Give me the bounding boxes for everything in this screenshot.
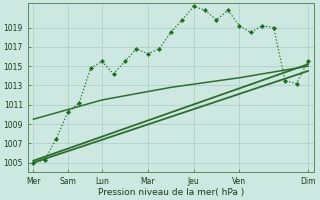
X-axis label: Pression niveau de la mer( hPa ): Pression niveau de la mer( hPa ) <box>98 188 244 197</box>
